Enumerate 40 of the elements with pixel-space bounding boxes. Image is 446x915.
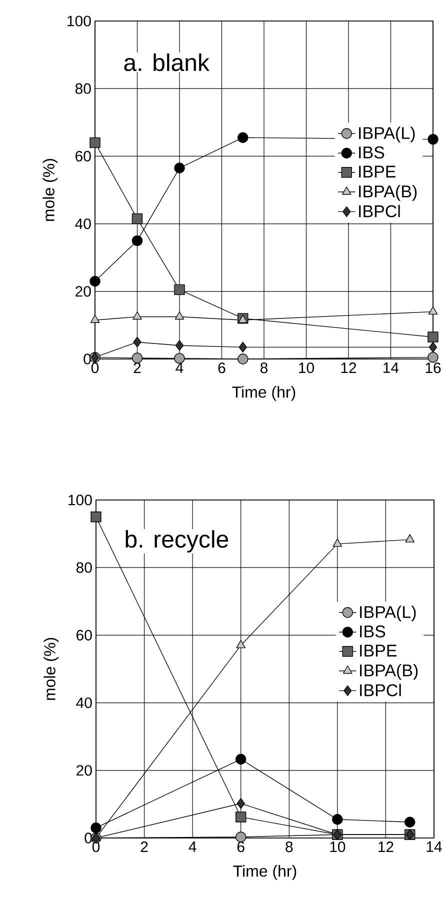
x-tick-label: 14: [384, 362, 399, 373]
y-tick-label: 60: [76, 150, 91, 162]
y-tick-label: 20: [76, 286, 91, 297]
x-tick-label: 0: [91, 362, 99, 374]
x-tick-label: 2: [140, 842, 148, 852]
x-axis-title: Time (hr): [233, 865, 296, 880]
x-tick-label: 8: [260, 362, 268, 374]
y-tick-label: 80: [76, 562, 92, 573]
y-tick-label: 40: [76, 697, 92, 708]
y-axis-title: mole (%): [44, 638, 59, 700]
x-tick-label: 6: [237, 842, 244, 852]
text: b. recycle: [126, 530, 228, 553]
y-tick-label: 40: [75, 218, 91, 230]
legend-label: IBS: [359, 146, 384, 158]
x-tick-label: 6: [218, 362, 226, 374]
y-tick-label: 100: [68, 16, 91, 26]
y-tick-label: 80: [75, 83, 91, 94]
x-axis-title: Time (hr): [232, 386, 296, 401]
y-axis-title: mole (%): [42, 159, 58, 221]
legend-label: IBPCl: [360, 684, 401, 696]
text: a. blank: [124, 54, 210, 72]
x-tick-label: 10: [299, 362, 314, 374]
legend-label: IBS: [360, 625, 386, 638]
y-tick-label: 20: [76, 765, 92, 776]
x-tick-label: 10: [330, 842, 346, 852]
x-tick-label: 8: [286, 842, 293, 852]
x-tick-label: 4: [188, 842, 196, 852]
x-tick-label: 16: [426, 362, 441, 374]
legend-label: IBPA(L): [359, 126, 415, 142]
y-tick-label: 100: [68, 494, 92, 506]
x-tick-label: 14: [426, 842, 442, 852]
y-tick-label: 60: [76, 630, 92, 640]
x-tick-label: 12: [341, 362, 356, 373]
legend-label: IBPE: [359, 166, 396, 178]
legend-label: IBPCl: [359, 204, 400, 218]
x-tick-label: 12: [378, 842, 394, 852]
legend-label: IBPA(B): [359, 184, 417, 201]
legend-label: IBPE: [360, 644, 397, 656]
legend-label: IBPA(B): [360, 664, 418, 680]
legend-label: IBPA(L): [360, 606, 416, 622]
